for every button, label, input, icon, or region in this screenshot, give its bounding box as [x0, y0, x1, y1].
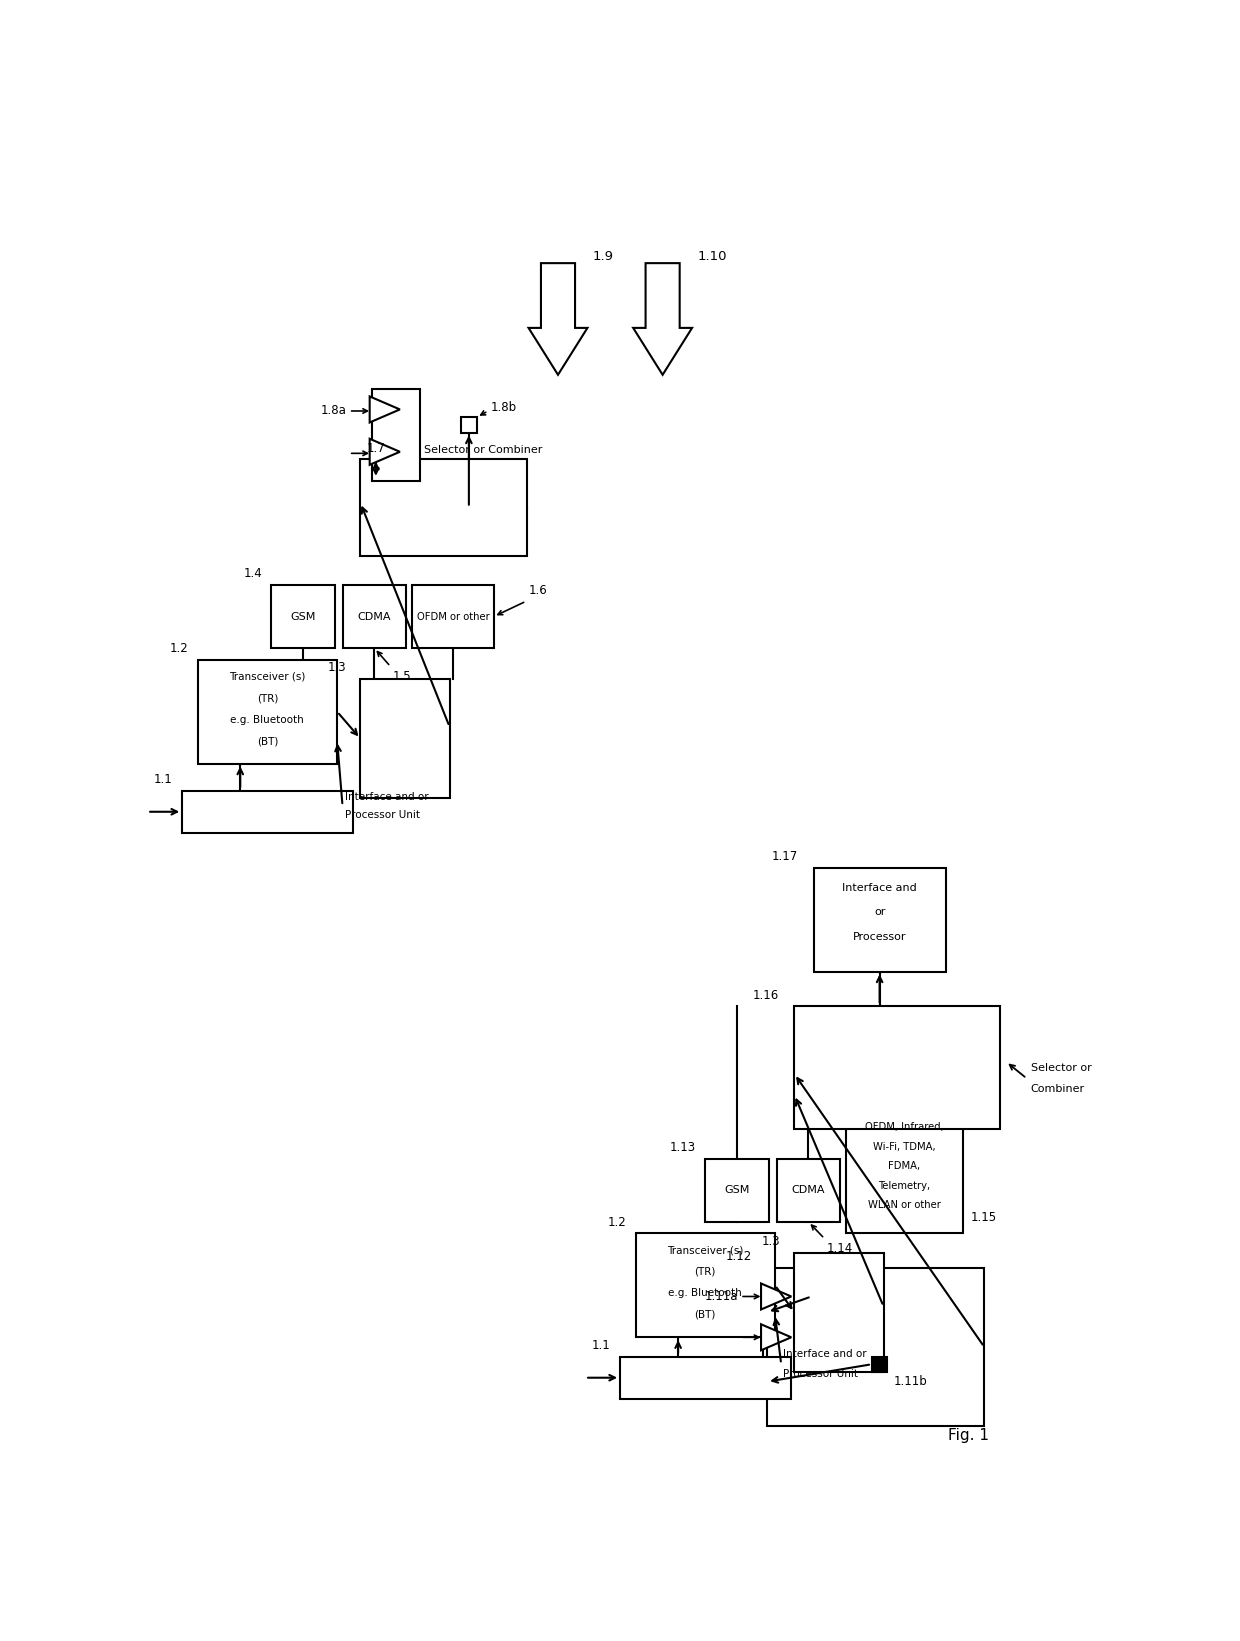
Text: 1.14: 1.14 [827, 1242, 853, 1255]
Text: e.g. Bluetooth: e.g. Bluetooth [668, 1288, 742, 1298]
Text: 1.2: 1.2 [170, 642, 188, 655]
Polygon shape [761, 1324, 791, 1351]
Text: Combiner: Combiner [1030, 1085, 1085, 1095]
Text: CDMA: CDMA [791, 1185, 825, 1195]
FancyBboxPatch shape [795, 1006, 999, 1129]
Text: 1.4: 1.4 [243, 568, 262, 581]
Text: WLAN or other: WLAN or other [868, 1200, 941, 1209]
Text: Processor Unit: Processor Unit [345, 811, 420, 820]
Text: 1.5: 1.5 [393, 670, 412, 683]
Text: GSM: GSM [290, 612, 316, 622]
Text: (TR): (TR) [694, 1267, 715, 1277]
FancyBboxPatch shape [776, 1159, 841, 1223]
Text: 1.11b: 1.11b [894, 1375, 928, 1388]
Text: or: or [874, 907, 885, 917]
FancyBboxPatch shape [412, 584, 494, 648]
Polygon shape [370, 438, 399, 464]
Text: 1.3: 1.3 [761, 1236, 780, 1247]
Text: Interface and: Interface and [842, 883, 918, 893]
Text: Telemetry,: Telemetry, [878, 1180, 930, 1191]
Text: 1.9: 1.9 [593, 251, 614, 264]
FancyBboxPatch shape [342, 584, 407, 648]
Polygon shape [370, 397, 399, 422]
Text: 1.11a: 1.11a [704, 1290, 738, 1303]
Text: 1.2: 1.2 [608, 1216, 626, 1229]
FancyBboxPatch shape [795, 1252, 883, 1372]
Text: OFDM, Infrared,: OFDM, Infrared, [866, 1122, 944, 1132]
Text: Interface and or: Interface and or [782, 1349, 867, 1359]
FancyBboxPatch shape [846, 1111, 962, 1234]
Text: FDMA,: FDMA, [888, 1162, 920, 1172]
Text: 1.13: 1.13 [670, 1140, 696, 1154]
FancyBboxPatch shape [197, 660, 337, 763]
Text: e.g. Bluetooth: e.g. Bluetooth [231, 715, 304, 725]
Text: 1.6: 1.6 [528, 584, 547, 597]
Text: (BT): (BT) [257, 737, 278, 747]
Text: 1.17: 1.17 [773, 850, 799, 863]
Text: (BT): (BT) [694, 1310, 715, 1319]
FancyBboxPatch shape [768, 1268, 985, 1426]
Text: 1.7: 1.7 [367, 441, 386, 455]
Text: Fig. 1: Fig. 1 [949, 1428, 990, 1444]
Text: 1.8b: 1.8b [491, 402, 517, 415]
Text: 1.10: 1.10 [697, 251, 727, 264]
Polygon shape [634, 263, 692, 374]
FancyBboxPatch shape [182, 791, 352, 834]
Text: 1.12: 1.12 [725, 1250, 751, 1264]
FancyBboxPatch shape [372, 389, 420, 481]
FancyBboxPatch shape [272, 584, 335, 648]
FancyBboxPatch shape [706, 1159, 769, 1223]
Text: OFDM or other: OFDM or other [417, 612, 490, 622]
Text: 1.1: 1.1 [154, 773, 172, 786]
FancyBboxPatch shape [635, 1234, 775, 1337]
Text: Processor: Processor [853, 932, 906, 942]
Text: GSM: GSM [724, 1185, 750, 1195]
Bar [872, 1357, 888, 1372]
Polygon shape [528, 263, 588, 374]
Text: Selector or: Selector or [1030, 1063, 1091, 1073]
FancyBboxPatch shape [813, 868, 945, 971]
Text: 1.3: 1.3 [327, 661, 346, 674]
FancyBboxPatch shape [361, 459, 527, 556]
Text: Transceiver (s): Transceiver (s) [667, 1246, 744, 1255]
Text: 1.1: 1.1 [591, 1339, 611, 1352]
Text: Transceiver (s): Transceiver (s) [229, 671, 305, 681]
Text: Processor Unit: Processor Unit [782, 1369, 858, 1378]
Text: 1.15: 1.15 [970, 1211, 997, 1224]
Text: Selector or Combiner: Selector or Combiner [424, 445, 542, 455]
FancyBboxPatch shape [461, 417, 476, 433]
Text: Wi-Fi, TDMA,: Wi-Fi, TDMA, [873, 1142, 936, 1152]
Text: (TR): (TR) [257, 693, 278, 704]
Polygon shape [761, 1283, 791, 1310]
Text: 1.16: 1.16 [753, 988, 779, 1001]
FancyBboxPatch shape [361, 679, 449, 798]
FancyBboxPatch shape [620, 1357, 791, 1398]
FancyBboxPatch shape [764, 1273, 811, 1360]
Text: 1.8a: 1.8a [321, 404, 346, 417]
Text: CDMA: CDMA [357, 612, 391, 622]
Text: Interface and or: Interface and or [345, 791, 429, 802]
